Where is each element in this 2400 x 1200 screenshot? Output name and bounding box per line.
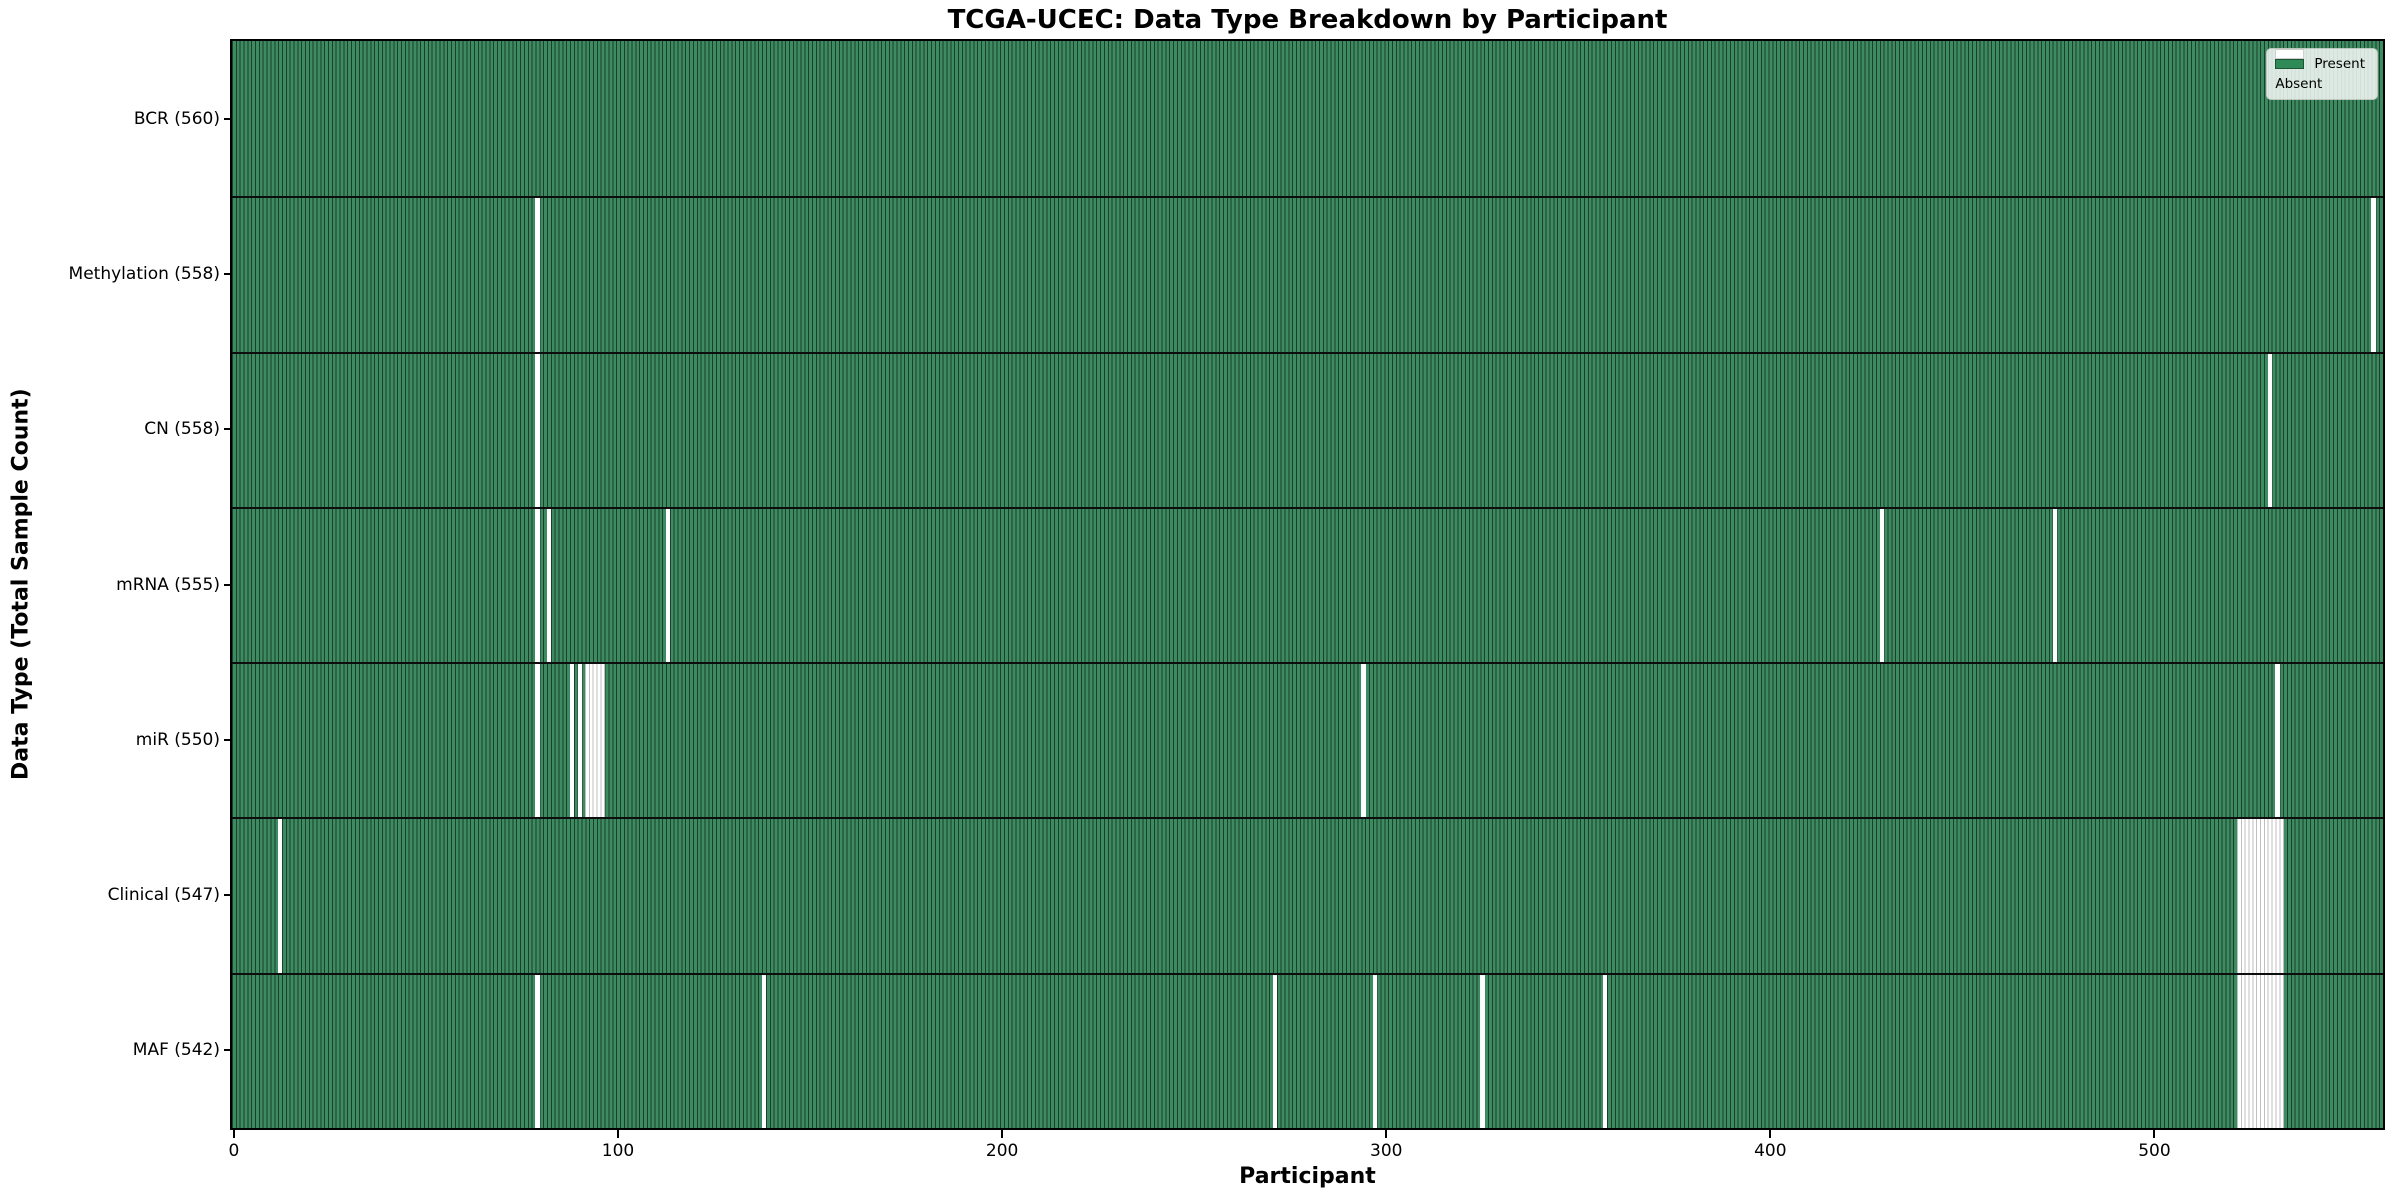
x-tick-label-500: 500 — [2138, 1141, 2171, 1161]
y-tick-mark — [224, 738, 231, 741]
absent-mark — [577, 664, 582, 818]
y-tick-label-BCR: BCR (560) — [133, 108, 220, 129]
absent-mark — [2052, 508, 2057, 663]
absent-mark — [535, 353, 540, 508]
x-tick-mark — [2153, 1130, 2156, 1138]
x-tick-label-0: 0 — [228, 1141, 240, 1161]
absent-mark — [1272, 974, 1278, 1129]
absent-mark — [1879, 508, 1885, 663]
y-tick-mark — [224, 583, 231, 586]
absent-mark — [535, 508, 540, 663]
x-tick-mark — [617, 1130, 620, 1138]
legend-item-present: Present — [2275, 57, 2365, 71]
plot-area: Present Absent — [230, 39, 2385, 1130]
chart-row-Methylation — [232, 196, 2383, 353]
absent-mark — [546, 508, 552, 663]
y-tick-label-mRNA: mRNA (555) — [116, 574, 220, 595]
absent-mark — [2275, 664, 2280, 818]
x-tick-label-300: 300 — [1370, 1141, 1403, 1161]
y-tick-label-MAF: MAF (542) — [132, 1040, 220, 1061]
y-tick-label-miR: miR (550) — [135, 729, 220, 750]
absent-mark — [1361, 664, 1366, 818]
absent-mark — [278, 819, 283, 974]
legend: Present Absent — [2266, 48, 2378, 100]
absent-mark — [666, 508, 671, 663]
y-tick-mark — [224, 894, 231, 897]
chart-row-BCR — [232, 41, 2383, 197]
present-swatch-icon — [2275, 59, 2305, 69]
x-tick-mark — [1001, 1130, 1004, 1138]
absent-mark — [1603, 974, 1608, 1129]
absent-mark — [535, 974, 540, 1129]
chart-row-Clinical — [232, 817, 2383, 974]
chart-row-CN — [232, 351, 2383, 508]
y-tick-label-Methylation: Methylation (558) — [68, 263, 220, 284]
x-axis-title: Participant — [1239, 1164, 1376, 1189]
chart-row-MAF — [232, 972, 2383, 1129]
absent-mark — [535, 198, 540, 353]
absent-mark — [535, 664, 540, 818]
absent-mark — [1372, 974, 1378, 1129]
absent-mark — [762, 974, 767, 1129]
y-tick-label-Clinical: Clinical (547) — [107, 885, 220, 906]
absent-mark — [2267, 353, 2272, 508]
x-tick-mark — [1385, 1130, 1388, 1138]
legend-label-absent: Absent — [2275, 76, 2323, 92]
chart-title: TCGA-UCEC: Data Type Breakdown by Partic… — [947, 5, 1668, 35]
absent-mark — [585, 664, 605, 818]
y-tick-mark — [224, 272, 231, 275]
chart-row-miR — [232, 662, 2383, 818]
absent-mark — [2237, 974, 2284, 1129]
absent-mark — [2237, 819, 2284, 974]
absent-swatch-icon — [2275, 49, 2305, 59]
x-tick-label-200: 200 — [985, 1141, 1019, 1161]
x-tick-mark — [232, 1130, 235, 1138]
y-tick-mark — [224, 428, 231, 431]
chart-row-mRNA — [232, 506, 2383, 663]
absent-mark — [1480, 974, 1485, 1129]
y-tick-mark — [224, 117, 231, 120]
x-tick-label-100: 100 — [601, 1141, 635, 1161]
legend-label-present: Present — [2314, 56, 2365, 72]
absent-mark — [570, 664, 575, 818]
legend-item-absent: Absent — [2275, 49, 2365, 92]
y-tick-label-CN: CN (558) — [144, 419, 220, 440]
x-tick-label-400: 400 — [1754, 1141, 1787, 1161]
x-tick-mark — [1769, 1130, 1772, 1138]
absent-mark — [2371, 198, 2376, 353]
y-tick-mark — [224, 1049, 231, 1052]
